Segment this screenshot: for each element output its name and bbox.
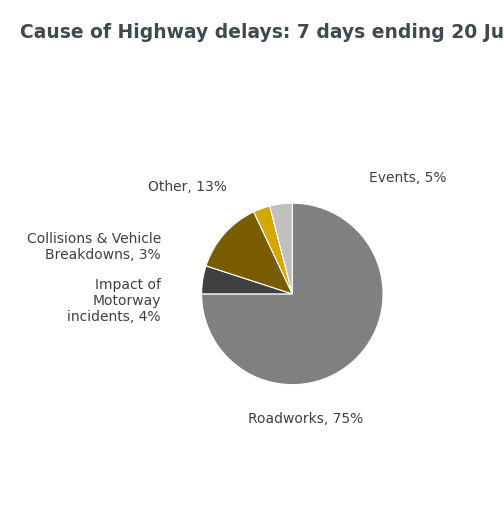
Wedge shape: [270, 203, 292, 294]
Wedge shape: [202, 266, 292, 294]
Wedge shape: [254, 206, 292, 294]
Text: Impact of
Motorway
incidents, 4%: Impact of Motorway incidents, 4%: [67, 278, 161, 324]
Text: Roadworks, 75%: Roadworks, 75%: [248, 412, 363, 426]
Text: Cause of Highway delays: 7 days ending 20 July: Cause of Highway delays: 7 days ending 2…: [20, 23, 504, 42]
Text: Events, 5%: Events, 5%: [369, 171, 447, 185]
Text: Collisions & Vehicle
Breakdowns, 3%: Collisions & Vehicle Breakdowns, 3%: [27, 232, 161, 262]
Text: Other, 13%: Other, 13%: [148, 180, 227, 194]
Wedge shape: [206, 212, 292, 294]
Wedge shape: [202, 203, 383, 385]
